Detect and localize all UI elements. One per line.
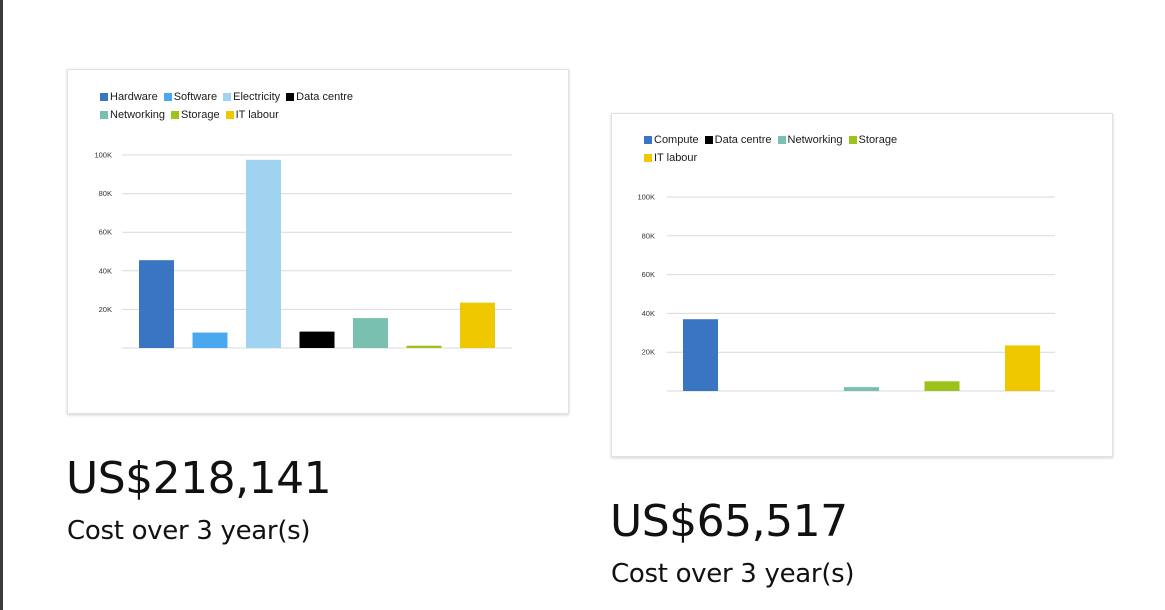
legend-item-storage: Storage: [848, 131, 898, 149]
legend-swatch: [223, 92, 232, 101]
legend-swatch: [100, 92, 108, 101]
y-tick-label: 20K: [99, 305, 112, 314]
legend-item-networking: Networking: [777, 131, 843, 149]
legend-label: Electricity: [233, 91, 281, 103]
legend-label: Networking: [787, 134, 843, 146]
legend-label: IT labour: [235, 109, 279, 121]
legend-item-software: Software: [163, 88, 218, 106]
legend-item-electricity: Electricity: [223, 88, 280, 106]
legend-label: Software: [173, 91, 218, 103]
legend-swatch: [163, 92, 172, 101]
bar-networking: [353, 318, 388, 348]
legend-swatch: [848, 135, 857, 144]
y-tick-label: 40K: [642, 309, 655, 318]
bar-data-centre: [299, 331, 335, 348]
legend-label: Networking: [110, 109, 166, 121]
legend-item-data-centre: Data centre: [286, 88, 353, 106]
legend-label: Storage: [858, 134, 898, 146]
bar-electricity: [246, 159, 281, 348]
legend-label: Compute: [654, 134, 699, 146]
bar-it-labour: [1005, 345, 1040, 391]
legend-item-networking: Networking: [100, 106, 165, 124]
total-cost-azure: US$65,517: [610, 496, 848, 547]
y-tick-label: 60K: [642, 270, 655, 279]
legend-swatch: [225, 110, 234, 119]
legend-label: Hardware: [110, 91, 158, 103]
bar-chart-current: 20K 40K 60K 80K 100K: [94, 151, 512, 349]
bar-software: [192, 332, 228, 348]
bar-storage: [406, 345, 442, 348]
cost-period-caption-azure: Cost over 3 year(s): [611, 559, 855, 589]
legend-item-hardware: Hardware: [100, 88, 158, 106]
legend-label: Data centre: [714, 134, 772, 146]
legend-item-it-labour: IT labour: [644, 149, 697, 167]
legend-swatch: [644, 153, 652, 162]
bar-networking: [844, 387, 879, 391]
legend-swatch: [286, 92, 295, 101]
legend-item-data-centre: Data centre: [704, 131, 772, 149]
cost-chart-card-current: Hardware Software Electricity Data centre Ne…: [67, 69, 569, 414]
y-tick-label: 100K: [637, 193, 655, 202]
cost-period-caption-current: Cost over 3 year(s): [67, 516, 311, 546]
legend-label: Data centre: [296, 91, 354, 103]
y-tick-label: 100K: [94, 151, 112, 160]
legend-swatch: [100, 110, 108, 119]
total-cost-current: US$218,141: [66, 453, 332, 504]
chart-legend: Hardware Software Electricity Data centre Ne…: [100, 88, 359, 124]
y-tick-label: 20K: [642, 348, 655, 357]
legend-item-compute: Compute: [644, 131, 699, 149]
bar-storage: [924, 381, 960, 391]
legend-item-storage: Storage: [171, 106, 220, 124]
legend-swatch: [171, 110, 180, 119]
legend-swatch: [777, 135, 786, 144]
legend-label: Storage: [181, 109, 220, 121]
legend-swatch: [644, 135, 652, 144]
window-edge: [0, 0, 3, 610]
bar-it-labour: [460, 302, 495, 348]
y-tick-label: 60K: [99, 228, 112, 237]
y-tick-label: 80K: [642, 231, 655, 240]
bar-compute: [683, 319, 718, 391]
y-tick-label: 80K: [99, 189, 112, 198]
legend-label: IT labour: [654, 152, 698, 164]
bar-hardware: [139, 260, 174, 348]
legend-item-it-labour: IT labour: [225, 106, 279, 124]
legend-swatch: [704, 135, 713, 144]
cost-chart-card-azure: Compute Data centre Networking Storage IT la…: [611, 113, 1113, 457]
chart-legend: Compute Data centre Networking Storage IT la…: [644, 131, 903, 167]
y-tick-label: 40K: [99, 266, 112, 275]
bar-chart-azure: 20K 40K 60K 80K 100K: [637, 193, 1055, 392]
